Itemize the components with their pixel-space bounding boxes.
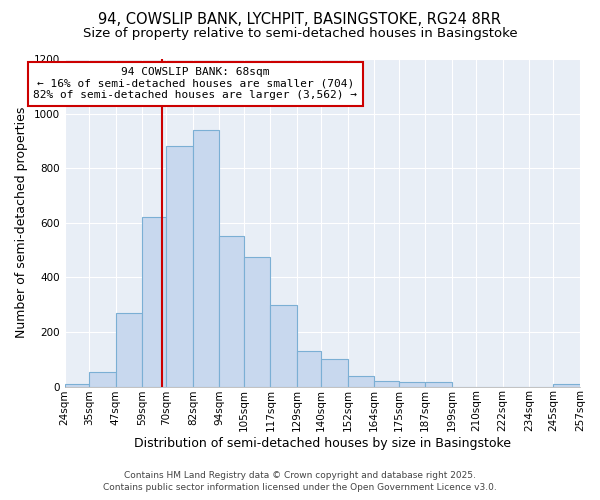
Text: 94, COWSLIP BANK, LYCHPIT, BASINGSTOKE, RG24 8RR: 94, COWSLIP BANK, LYCHPIT, BASINGSTOKE, …: [98, 12, 502, 28]
Bar: [398, 382, 425, 386]
Bar: [271, 304, 297, 386]
Bar: [321, 359, 348, 386]
Bar: [425, 382, 452, 386]
Bar: [89, 372, 116, 386]
Bar: [142, 218, 166, 386]
Bar: [65, 384, 89, 386]
Bar: [374, 381, 398, 386]
Y-axis label: Number of semi-detached properties: Number of semi-detached properties: [15, 107, 28, 338]
Text: 94 COWSLIP BANK: 68sqm
← 16% of semi-detached houses are smaller (704)
82% of se: 94 COWSLIP BANK: 68sqm ← 16% of semi-det…: [33, 67, 357, 100]
Bar: [553, 384, 580, 386]
Text: Size of property relative to semi-detached houses in Basingstoke: Size of property relative to semi-detach…: [83, 28, 517, 40]
Text: Contains HM Land Registry data © Crown copyright and database right 2025.
Contai: Contains HM Land Registry data © Crown c…: [103, 471, 497, 492]
X-axis label: Distribution of semi-detached houses by size in Basingstoke: Distribution of semi-detached houses by …: [134, 437, 511, 450]
Bar: [193, 130, 220, 386]
Bar: [297, 351, 321, 386]
Bar: [220, 236, 244, 386]
Bar: [166, 146, 193, 386]
Bar: [116, 313, 142, 386]
Bar: [348, 376, 374, 386]
Bar: [244, 257, 271, 386]
